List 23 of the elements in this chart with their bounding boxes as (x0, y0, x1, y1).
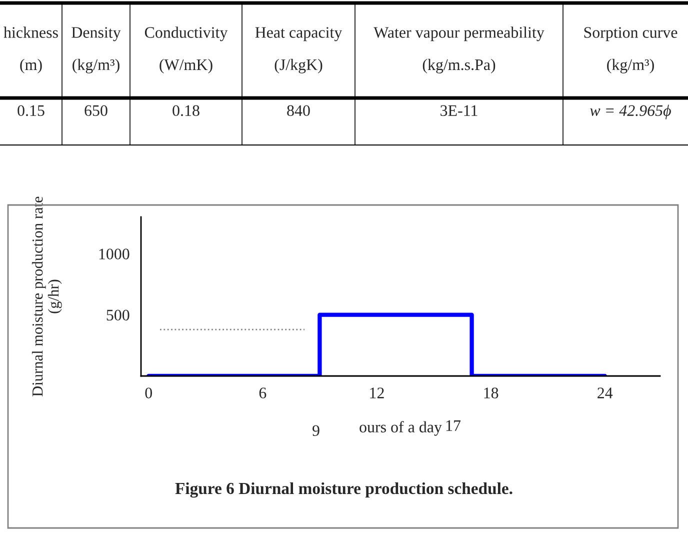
x-tick-label: 24 (598, 388, 613, 398)
x-axis-title: ours of a day (360, 421, 442, 436)
text: 9 (312, 425, 320, 436)
y-tick-label: 500 (106, 310, 130, 321)
x-tick-label: 6 (259, 388, 266, 398)
text: 650 (84, 105, 108, 116)
text: Conductivity (W/mK) (144, 26, 228, 74)
caption: Figure 6 Diurnal moisture production schedule. (175, 482, 512, 498)
text: 3E-11 (440, 105, 478, 116)
x-tick-label: 18 (484, 388, 498, 398)
text: 17 (446, 420, 461, 431)
text: Heat capacity (J/kgK) (255, 27, 342, 74)
x-tick-label: 0 (145, 388, 152, 398)
text: Water vapour permeability (kg/m.s.Pa) (374, 26, 544, 74)
text: w = 42.965ϕ (590, 104, 671, 120)
text: 0.15 (18, 105, 44, 116)
y-tick-label: 1000 (99, 248, 130, 260)
text: Density (kg/m³) (72, 27, 121, 74)
text: 0.18 (172, 105, 200, 116)
text: 840 (287, 105, 310, 116)
text: hickness (m) (4, 26, 58, 74)
text: Sorption curve (kg/m³) (584, 27, 678, 74)
x-tick-label: 12 (370, 388, 384, 398)
